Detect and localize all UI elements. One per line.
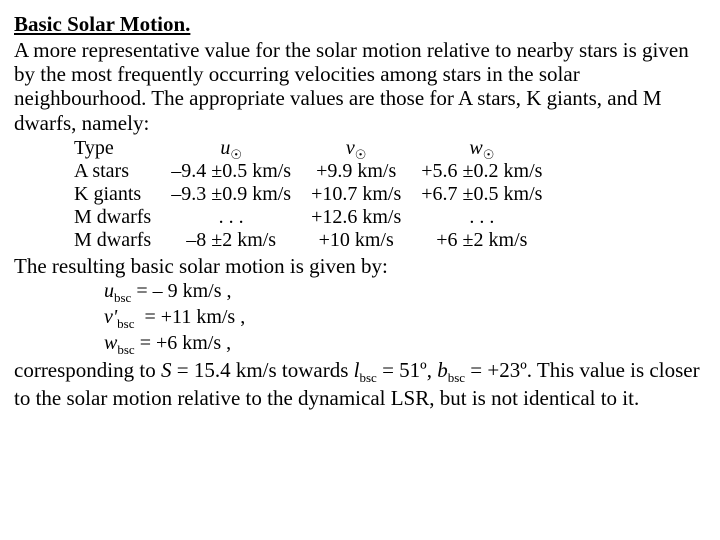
cell-u: –9.3 ±0.9 km/s xyxy=(161,183,301,206)
section-title: Basic Solar Motion. xyxy=(14,12,190,36)
equations-block: ubsc = – 9 km/s , v'bsc = +11 km/s , wbs… xyxy=(104,280,706,358)
velocity-table: Type u☉ v☉ w☉ A stars –9.4 ±0.5 km/s +9.… xyxy=(74,137,552,252)
col-u: u☉ xyxy=(161,137,301,160)
table-row: A stars –9.4 ±0.5 km/s +9.9 km/s +5.6 ±0… xyxy=(74,160,552,183)
eq-v: v'bsc = +11 km/s , xyxy=(104,306,706,332)
cell-type: A stars xyxy=(74,160,161,183)
cell-u: –9.4 ±0.5 km/s xyxy=(161,160,301,183)
cell-v: +12.6 km/s xyxy=(301,206,411,229)
intro-paragraph: A more representative value for the sola… xyxy=(14,38,706,135)
cell-w: +6 ±2 km/s xyxy=(411,229,552,252)
conclusion-paragraph: corresponding to S = 15.4 km/s towards l… xyxy=(14,358,706,410)
col-v: v☉ xyxy=(301,137,411,160)
cell-u: –8 ±2 km/s xyxy=(161,229,301,252)
table-row: K giants –9.3 ±0.9 km/s +10.7 km/s +6.7 … xyxy=(74,183,552,206)
col-type: Type xyxy=(74,137,161,160)
eq-u: ubsc = – 9 km/s , xyxy=(104,280,706,306)
cell-w: +5.6 ±0.2 km/s xyxy=(411,160,552,183)
table-row: M dwarfs . . . +12.6 km/s . . . xyxy=(74,206,552,229)
cell-v: +9.9 km/s xyxy=(301,160,411,183)
cell-type: M dwarfs xyxy=(74,229,161,252)
mid-paragraph: The resulting basic solar motion is give… xyxy=(14,254,706,278)
col-w: w☉ xyxy=(411,137,552,160)
cell-type: K giants xyxy=(74,183,161,206)
cell-w: +6.7 ±0.5 km/s xyxy=(411,183,552,206)
cell-u: . . . xyxy=(161,206,301,229)
cell-v: +10 km/s xyxy=(301,229,411,252)
table-row: M dwarfs –8 ±2 km/s +10 km/s +6 ±2 km/s xyxy=(74,229,552,252)
table-header-row: Type u☉ v☉ w☉ xyxy=(74,137,552,160)
cell-w: . . . xyxy=(411,206,552,229)
cell-type: M dwarfs xyxy=(74,206,161,229)
eq-w: wbsc = +6 km/s , xyxy=(104,332,706,358)
cell-v: +10.7 km/s xyxy=(301,183,411,206)
